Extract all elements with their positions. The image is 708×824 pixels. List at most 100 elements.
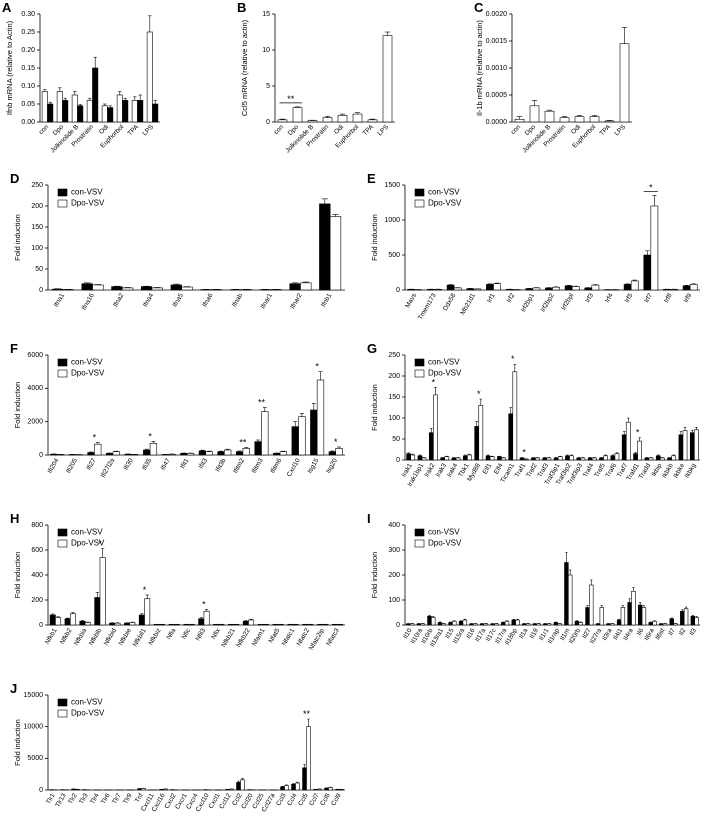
x-tick-label: LPS xyxy=(613,123,627,137)
x-tick-label: Nfkb2 xyxy=(59,627,74,646)
bar xyxy=(552,286,560,291)
x-tick-label: Nfkbie xyxy=(118,627,133,647)
panel-letter: I xyxy=(367,511,371,526)
y-tick-label: 2000 xyxy=(27,419,43,426)
bar xyxy=(151,287,163,291)
bar xyxy=(143,449,151,456)
x-tick-label: Mavs xyxy=(404,292,418,310)
x-tick-label: Ifit3 xyxy=(198,457,209,470)
bar xyxy=(631,590,636,626)
bar xyxy=(152,103,159,123)
bar xyxy=(47,103,54,123)
y-tick-label: 200 xyxy=(388,373,400,380)
x-tick-label: Irf8 xyxy=(663,292,674,304)
x-tick-label: Il6 xyxy=(636,627,646,637)
y-tick-label: 4000 xyxy=(27,385,43,392)
bar xyxy=(437,622,443,626)
bar xyxy=(140,286,153,291)
bar xyxy=(198,450,207,456)
bar xyxy=(291,783,296,791)
y-tick-label: 150 xyxy=(31,224,43,231)
x-tick-label: Irf2bp2 xyxy=(540,292,556,313)
legend-label: Dpo-VSV xyxy=(428,539,462,548)
bar xyxy=(448,622,453,626)
x-tick-label: Isg15 xyxy=(306,457,320,475)
x-tick-label: Ifna2 xyxy=(112,292,125,308)
bar xyxy=(463,455,468,461)
significance: * xyxy=(477,389,481,399)
x-tick-label: Ifitm3 xyxy=(251,457,265,475)
bar xyxy=(694,617,699,626)
bar xyxy=(462,619,468,626)
panel-letter: B xyxy=(237,0,246,15)
bar xyxy=(574,116,585,123)
bar xyxy=(433,394,438,461)
x-tick-label: Ifi47 xyxy=(160,457,172,471)
x-tick-label: Ccl12 xyxy=(218,792,233,810)
x-tick-label: Il20rb xyxy=(568,627,582,645)
bar xyxy=(546,623,552,626)
bar xyxy=(186,453,195,456)
significance: * xyxy=(315,362,319,372)
x-tick-label: Ifna5 xyxy=(172,292,185,308)
bar xyxy=(49,614,56,626)
panel-letter: D xyxy=(10,171,19,186)
significance: * xyxy=(432,377,436,387)
bar xyxy=(180,453,188,456)
y-tick-label: 0 xyxy=(39,622,43,629)
bar xyxy=(511,619,516,626)
x-tick-label: Tlr7 xyxy=(111,792,123,806)
bar xyxy=(643,254,652,291)
bar xyxy=(112,451,120,456)
x-tick-label: Ddx58 xyxy=(442,292,458,312)
legend-label: Dpo-VSV xyxy=(71,709,105,718)
y-tick-label: 200 xyxy=(31,203,43,210)
bar xyxy=(584,287,593,291)
x-tick-label: Odi xyxy=(333,124,345,136)
bar xyxy=(122,100,129,123)
bar xyxy=(557,456,563,461)
significance: * xyxy=(202,599,206,609)
x-tick-label: Ikbkg xyxy=(684,462,698,479)
significance: * xyxy=(649,183,653,193)
bar xyxy=(610,623,615,626)
bar xyxy=(522,623,527,626)
y-tick-label: 5000 xyxy=(27,755,43,762)
bar xyxy=(599,607,605,626)
bar xyxy=(137,788,142,791)
x-tick-label: Ifna16 xyxy=(81,292,96,311)
x-tick-label: Nfatc1 xyxy=(281,627,297,647)
bar xyxy=(41,91,48,123)
bar xyxy=(170,284,182,291)
y-tick-label: 200 xyxy=(31,597,43,604)
significance: ** xyxy=(258,398,266,408)
bar xyxy=(532,623,537,626)
bar xyxy=(428,432,434,461)
bar xyxy=(490,623,495,626)
bar xyxy=(316,379,325,456)
bar xyxy=(427,615,432,626)
bar xyxy=(466,288,475,291)
bar xyxy=(574,620,580,626)
x-tick-label: Ifitm2 xyxy=(232,457,246,475)
legend-label: con-VSV xyxy=(428,358,460,367)
x-tick-label: Tlr13 xyxy=(54,792,68,809)
bar xyxy=(416,623,422,626)
bar xyxy=(317,788,322,791)
bar xyxy=(553,457,559,461)
bar xyxy=(591,284,600,291)
x-tick-label: Odi xyxy=(570,124,582,136)
x-tick-label: Il16 xyxy=(465,627,476,640)
x-tick-label: Tradd xyxy=(638,462,653,480)
bar xyxy=(627,602,632,626)
x-tick-label: con xyxy=(510,123,523,136)
y-tick-label: 0.0020 xyxy=(486,11,508,18)
y-tick-label: 600 xyxy=(31,547,43,554)
x-tick-label: Ifnab xyxy=(231,292,244,308)
legend-label: con-VSV xyxy=(71,188,103,197)
y-tick-label: 0 xyxy=(39,452,43,459)
bar xyxy=(452,620,457,626)
x-tick-label: Il27ra xyxy=(589,627,603,645)
bar xyxy=(284,785,289,791)
bar xyxy=(614,453,620,461)
